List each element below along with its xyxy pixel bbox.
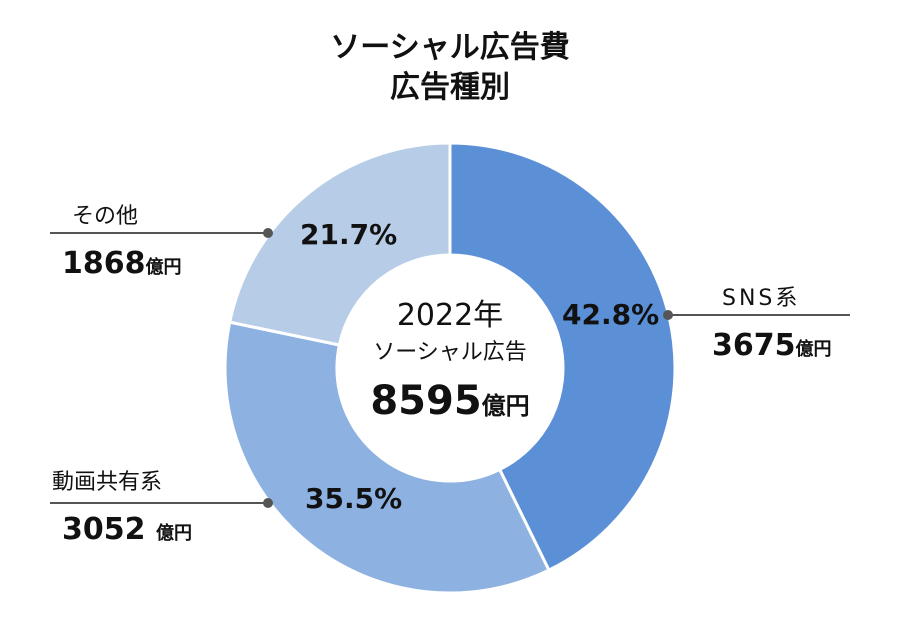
- label-video: 動画共有系: [52, 470, 163, 495]
- chart-title-line2: 広告種別: [390, 70, 510, 105]
- value-sns: 3675億円: [712, 328, 832, 363]
- center-year: 2022年: [396, 298, 504, 333]
- label-sns: SNS系: [722, 286, 801, 311]
- slice-1: [223, 320, 551, 595]
- percent-sns: 42.8%: [562, 298, 660, 331]
- slice-0: [448, 141, 677, 573]
- center-total: 8595億円: [370, 378, 530, 424]
- leader-dot-1: [263, 498, 273, 508]
- leader-dot-0: [663, 310, 673, 320]
- percent-other: 21.7%: [300, 218, 398, 251]
- leader-dot-2: [263, 228, 273, 238]
- value-other: 1868億円: [62, 246, 182, 281]
- center-name: ソーシャル広告: [373, 340, 527, 365]
- value-video: 3052 億円: [62, 512, 192, 547]
- label-other: その他: [72, 204, 139, 229]
- slice-2: [227, 141, 452, 347]
- percent-video: 35.5%: [305, 482, 403, 515]
- chart-title-line1: ソーシャル広告費: [330, 30, 570, 65]
